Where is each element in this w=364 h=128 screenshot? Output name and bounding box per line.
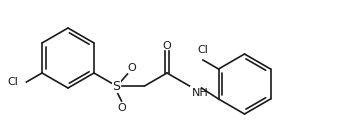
- Text: NH: NH: [191, 88, 208, 98]
- Text: O: O: [117, 103, 126, 113]
- Text: Cl: Cl: [198, 45, 209, 55]
- Text: Cl: Cl: [8, 77, 19, 87]
- Text: S: S: [112, 79, 120, 93]
- Text: O: O: [163, 41, 171, 51]
- Text: O: O: [127, 63, 136, 73]
